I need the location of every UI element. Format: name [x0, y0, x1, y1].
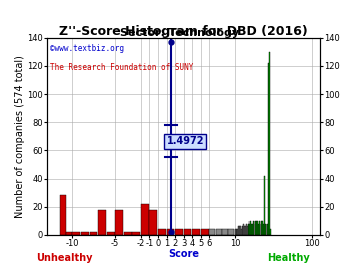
Bar: [124, 232, 132, 235]
Text: 1.4972: 1.4972: [166, 136, 204, 146]
Bar: [257, 221, 258, 235]
Bar: [240, 227, 241, 235]
Bar: [72, 232, 80, 235]
Bar: [141, 204, 149, 235]
Bar: [244, 227, 245, 235]
Bar: [246, 224, 247, 235]
Bar: [241, 229, 242, 235]
Text: Healthy: Healthy: [267, 253, 309, 263]
Bar: [242, 227, 243, 235]
Bar: [201, 229, 208, 235]
Bar: [260, 224, 261, 235]
Bar: [261, 221, 262, 235]
Text: ©www.textbiz.org: ©www.textbiz.org: [50, 44, 123, 53]
Text: Unhealthy: Unhealthy: [37, 253, 93, 263]
Bar: [269, 52, 270, 235]
Bar: [81, 232, 89, 235]
Bar: [251, 224, 252, 235]
Bar: [270, 229, 271, 235]
Bar: [259, 221, 260, 235]
Bar: [222, 229, 228, 235]
Bar: [247, 227, 248, 235]
Bar: [252, 224, 253, 235]
X-axis label: Score: Score: [168, 249, 199, 259]
Bar: [107, 232, 114, 235]
Bar: [216, 229, 221, 235]
Bar: [98, 210, 106, 235]
Y-axis label: Number of companies (574 total): Number of companies (574 total): [15, 55, 26, 218]
Bar: [265, 224, 266, 235]
Bar: [229, 229, 234, 235]
Bar: [238, 227, 239, 235]
Bar: [236, 229, 237, 235]
Bar: [158, 229, 166, 235]
Bar: [132, 232, 140, 235]
Bar: [250, 221, 251, 235]
Bar: [264, 176, 265, 235]
Bar: [258, 224, 259, 235]
Bar: [266, 224, 267, 235]
Bar: [175, 229, 183, 235]
Bar: [255, 221, 256, 235]
Bar: [243, 224, 244, 235]
Bar: [235, 229, 236, 235]
Bar: [256, 221, 257, 235]
Bar: [245, 227, 246, 235]
Bar: [263, 224, 264, 235]
Bar: [115, 210, 123, 235]
Bar: [184, 229, 192, 235]
Bar: [149, 210, 157, 235]
Bar: [254, 221, 255, 235]
Text: Sector: Technology: Sector: Technology: [121, 28, 239, 38]
Bar: [267, 224, 268, 235]
Bar: [239, 227, 240, 235]
Bar: [66, 232, 72, 235]
Bar: [262, 221, 263, 235]
Bar: [253, 221, 254, 235]
Bar: [90, 232, 98, 235]
Bar: [249, 224, 250, 235]
Bar: [166, 229, 174, 235]
Bar: [268, 63, 269, 235]
Bar: [192, 229, 200, 235]
Bar: [209, 229, 215, 235]
Bar: [248, 221, 249, 235]
Title: Z''-Score Histogram for DBD (2016): Z''-Score Histogram for DBD (2016): [59, 25, 308, 38]
Text: The Research Foundation of SUNY: The Research Foundation of SUNY: [50, 63, 193, 72]
Bar: [60, 195, 66, 235]
